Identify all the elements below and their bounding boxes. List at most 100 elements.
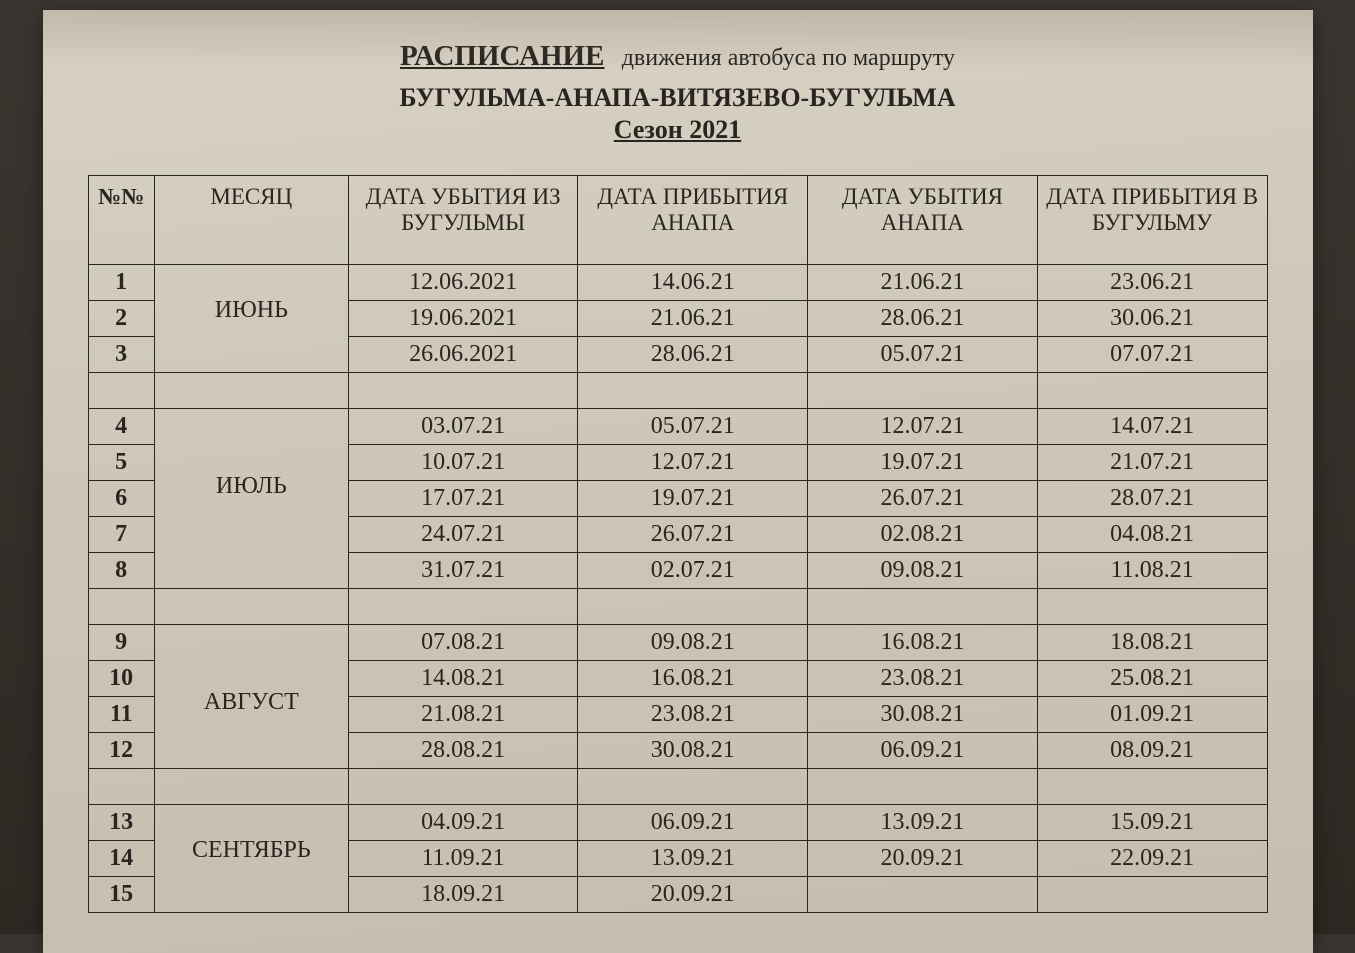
cell-date: 26.07.21	[578, 517, 808, 553]
cell-date: 14.08.21	[348, 661, 578, 697]
cell-date: 05.07.21	[808, 337, 1038, 373]
spacer-cell	[1037, 769, 1267, 805]
cell-row-number: 12	[88, 733, 154, 769]
spacer-cell	[154, 769, 348, 805]
spacer-cell	[578, 373, 808, 409]
spacer-cell	[154, 589, 348, 625]
title-main: РАСПИСАНИЕ	[400, 40, 604, 72]
spacer-cell	[808, 373, 1038, 409]
cell-date: 07.08.21	[348, 625, 578, 661]
cell-row-number: 5	[88, 445, 154, 481]
spacer-cell	[348, 589, 578, 625]
cell-date: 19.06.2021	[348, 301, 578, 337]
title-line: РАСПИСАНИЕ движения автобуса по маршруту	[88, 40, 1268, 73]
cell-month: СЕНТЯБРЬ	[154, 805, 348, 913]
cell-date: 19.07.21	[578, 481, 808, 517]
cell-date: 22.09.21	[1037, 841, 1267, 877]
cell-date: 16.08.21	[808, 625, 1038, 661]
cell-date: 26.07.21	[808, 481, 1038, 517]
cell-date: 20.09.21	[578, 877, 808, 913]
cell-date: 23.08.21	[578, 697, 808, 733]
cell-date	[808, 877, 1038, 913]
spacer-cell	[1037, 589, 1267, 625]
cell-date: 18.08.21	[1037, 625, 1267, 661]
cell-date: 23.08.21	[808, 661, 1038, 697]
cell-date: 30.08.21	[808, 697, 1038, 733]
spacer-cell	[88, 589, 154, 625]
cell-date: 04.08.21	[1037, 517, 1267, 553]
cell-date: 23.06.21	[1037, 265, 1267, 301]
cell-date: 14.07.21	[1037, 409, 1267, 445]
schedule-document: РАСПИСАНИЕ движения автобуса по маршруту…	[43, 10, 1313, 953]
cell-date: 28.06.21	[808, 301, 1038, 337]
cell-row-number: 3	[88, 337, 154, 373]
cell-date: 12.06.2021	[348, 265, 578, 301]
cell-date: 21.06.21	[578, 301, 808, 337]
title-subtitle: движения автобуса по маршруту	[622, 45, 955, 71]
table-row: 13СЕНТЯБРЬ04.09.2106.09.2113.09.2115.09.…	[88, 805, 1267, 841]
cell-date: 11.09.21	[348, 841, 578, 877]
col-header-number: №№	[88, 176, 154, 265]
cell-date: 13.09.21	[578, 841, 808, 877]
cell-row-number: 7	[88, 517, 154, 553]
cell-row-number: 2	[88, 301, 154, 337]
col-header-month: МЕСЯЦ	[154, 176, 348, 265]
spacer-cell	[348, 373, 578, 409]
cell-date: 15.09.21	[1037, 805, 1267, 841]
table-row: 4ИЮЛЬ03.07.2105.07.2112.07.2114.07.21	[88, 409, 1267, 445]
table-body: 1ИЮНЬ12.06.202114.06.2121.06.2123.06.212…	[88, 265, 1267, 913]
spacer-row	[88, 769, 1267, 805]
cell-date: 05.07.21	[578, 409, 808, 445]
cell-date: 30.06.21	[1037, 301, 1267, 337]
table-row: 9АВГУСТ07.08.2109.08.2116.08.2118.08.21	[88, 625, 1267, 661]
cell-row-number: 1	[88, 265, 154, 301]
cell-date: 21.08.21	[348, 697, 578, 733]
cell-row-number: 10	[88, 661, 154, 697]
col-header-arrive-anapa: ДАТА ПРИБЫТИЯ АНАПА	[578, 176, 808, 265]
col-header-arrive-bugulma: ДАТА ПРИБЫТИЯ В БУГУЛЬМУ	[1037, 176, 1267, 265]
table-row: 1ИЮНЬ12.06.202114.06.2121.06.2123.06.21	[88, 265, 1267, 301]
cell-date: 06.09.21	[578, 805, 808, 841]
col-header-depart-anapa: ДАТА УБЫТИЯ АНАПА	[808, 176, 1038, 265]
cell-month: ИЮЛЬ	[154, 409, 348, 589]
cell-row-number: 11	[88, 697, 154, 733]
spacer-cell	[578, 769, 808, 805]
cell-row-number: 13	[88, 805, 154, 841]
cell-date: 30.08.21	[578, 733, 808, 769]
cell-date: 02.08.21	[808, 517, 1038, 553]
cell-date: 04.09.21	[348, 805, 578, 841]
col-header-depart-bugulma: ДАТА УБЫТИЯ ИЗ БУГУЛЬМЫ	[348, 176, 578, 265]
cell-date: 09.08.21	[578, 625, 808, 661]
spacer-cell	[578, 589, 808, 625]
cell-row-number: 8	[88, 553, 154, 589]
cell-date: 12.07.21	[808, 409, 1038, 445]
cell-date: 08.09.21	[1037, 733, 1267, 769]
cell-date: 28.07.21	[1037, 481, 1267, 517]
cell-row-number: 6	[88, 481, 154, 517]
spacer-cell	[348, 769, 578, 805]
cell-row-number: 4	[88, 409, 154, 445]
cell-date: 02.07.21	[578, 553, 808, 589]
cell-date: 21.07.21	[1037, 445, 1267, 481]
cell-date: 25.08.21	[1037, 661, 1267, 697]
cell-date: 09.08.21	[808, 553, 1038, 589]
cell-date: 26.06.2021	[348, 337, 578, 373]
cell-date: 10.07.21	[348, 445, 578, 481]
cell-date	[1037, 877, 1267, 913]
cell-row-number: 14	[88, 841, 154, 877]
schedule-table: №№ МЕСЯЦ ДАТА УБЫТИЯ ИЗ БУГУЛЬМЫ ДАТА ПР…	[88, 175, 1268, 913]
cell-month: ИЮНЬ	[154, 265, 348, 373]
route-name: БУГУЛЬМА-АНАПА-ВИТЯЗЕВО-БУГУЛЬМА	[88, 83, 1268, 113]
cell-date: 01.09.21	[1037, 697, 1267, 733]
cell-date: 16.08.21	[578, 661, 808, 697]
cell-date: 17.07.21	[348, 481, 578, 517]
spacer-cell	[88, 769, 154, 805]
cell-date: 28.06.21	[578, 337, 808, 373]
cell-date: 19.07.21	[808, 445, 1038, 481]
cell-date: 07.07.21	[1037, 337, 1267, 373]
cell-date: 03.07.21	[348, 409, 578, 445]
document-header: РАСПИСАНИЕ движения автобуса по маршруту…	[88, 40, 1268, 145]
spacer-cell	[88, 373, 154, 409]
spacer-cell	[154, 373, 348, 409]
cell-row-number: 9	[88, 625, 154, 661]
